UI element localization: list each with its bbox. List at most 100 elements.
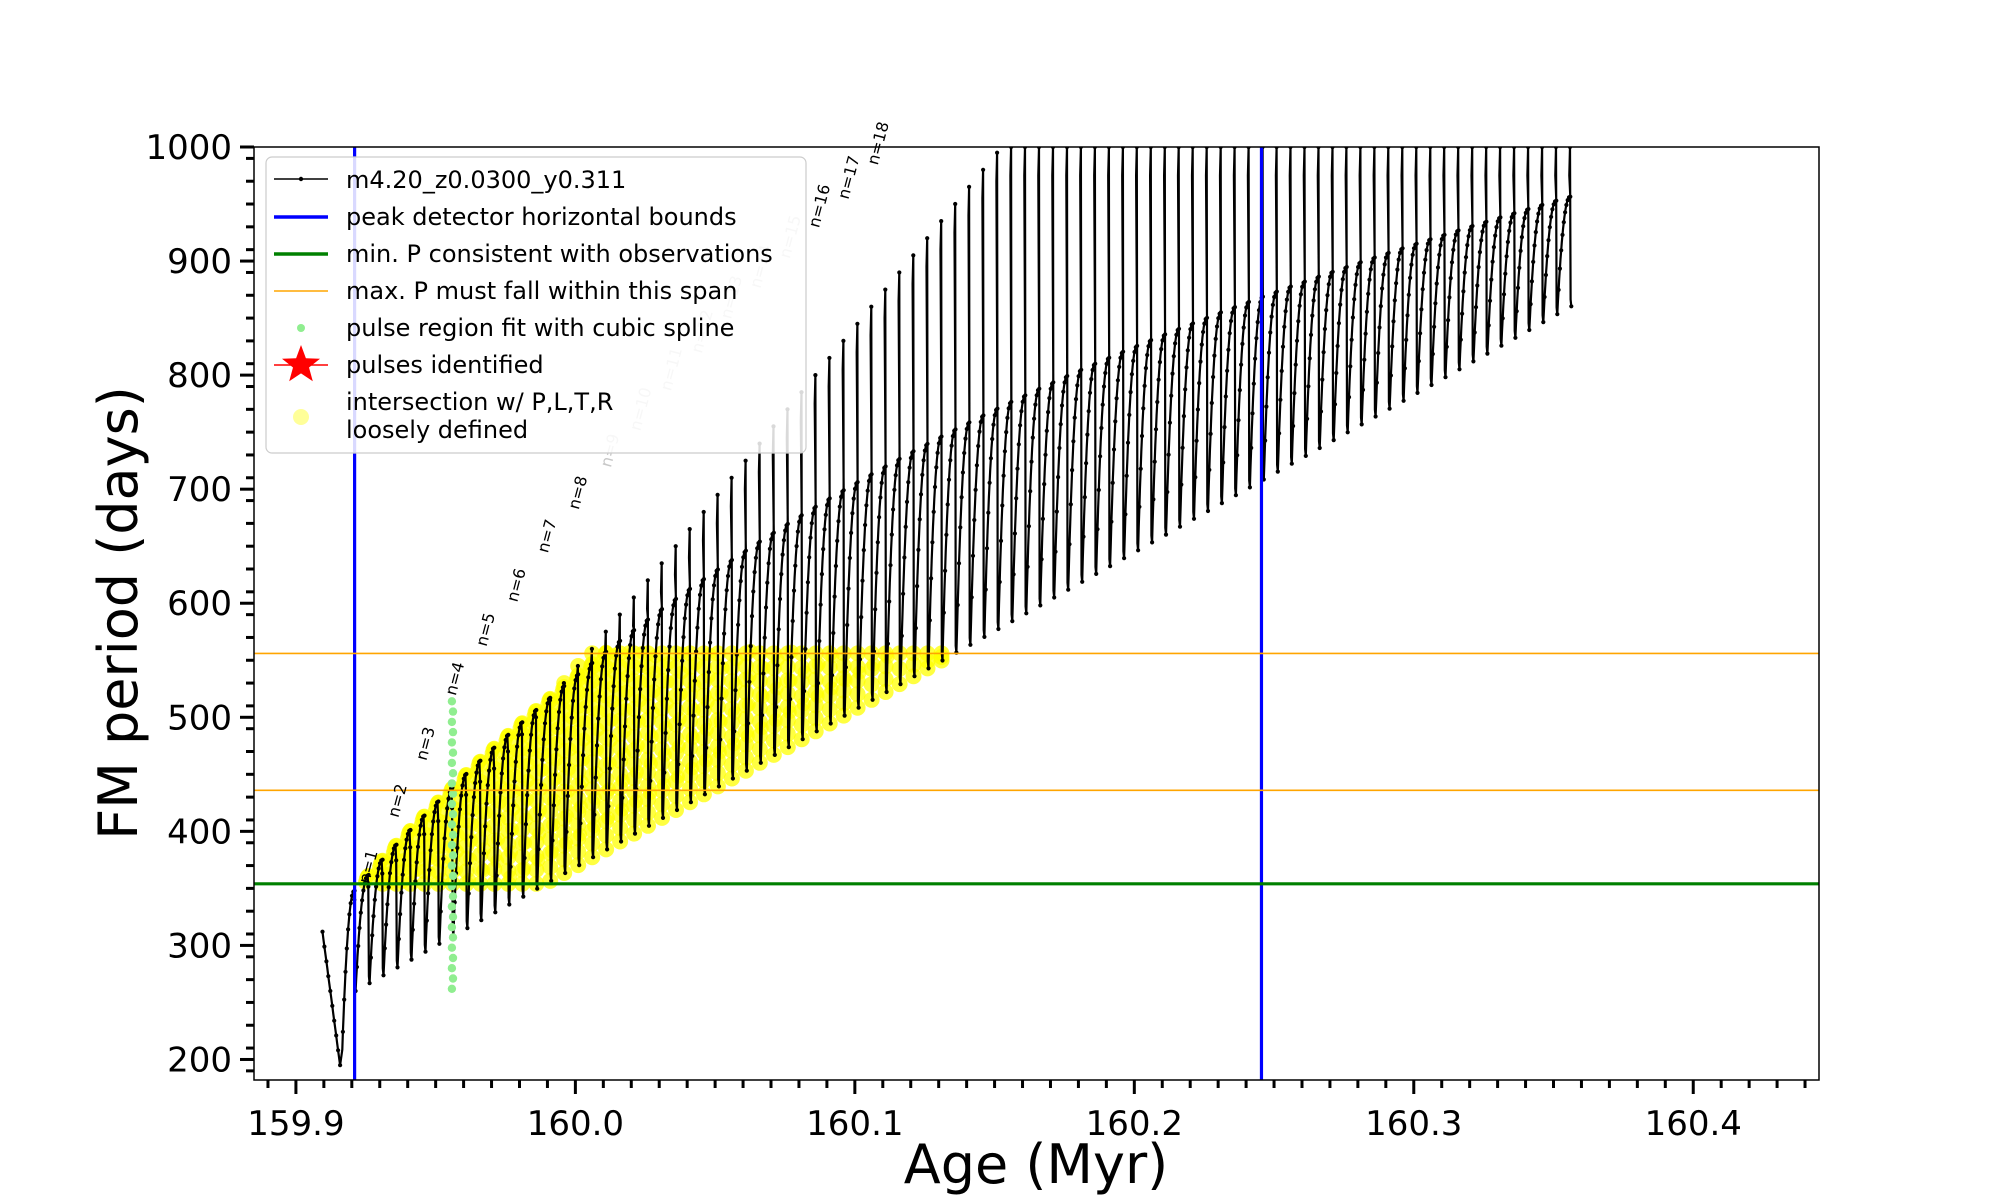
track-point <box>1400 246 1405 251</box>
spline-point <box>447 758 457 768</box>
track-point <box>1345 430 1350 435</box>
track-point <box>687 586 693 592</box>
track-point <box>953 427 958 432</box>
track-point <box>1026 524 1031 529</box>
track-point <box>382 946 387 951</box>
track-point <box>1559 248 1564 253</box>
track-point <box>1094 571 1099 577</box>
track-point <box>871 649 877 654</box>
track-point <box>1101 384 1107 389</box>
track-point <box>1473 305 1479 310</box>
track-point <box>855 480 860 485</box>
track-point <box>1425 241 1430 246</box>
track-point <box>723 607 728 612</box>
track-point <box>1132 349 1137 355</box>
track-point <box>1307 356 1312 361</box>
track-point <box>443 819 448 824</box>
track-point <box>445 806 450 811</box>
track-point <box>720 661 725 666</box>
track-point <box>446 796 451 801</box>
track-point <box>766 561 771 566</box>
track-point <box>732 729 737 734</box>
track-point <box>733 688 738 693</box>
track-point <box>918 492 924 497</box>
track-point <box>360 898 365 903</box>
track-point <box>1213 336 1218 341</box>
track-point <box>1452 238 1457 243</box>
track-point <box>424 918 429 923</box>
track-point <box>1010 619 1015 624</box>
track-point <box>1335 343 1340 349</box>
track-point <box>1429 382 1434 388</box>
track-point <box>706 670 711 675</box>
track-point <box>865 488 870 493</box>
track-point <box>374 884 379 889</box>
track-point <box>899 633 904 639</box>
track-point <box>1547 225 1552 230</box>
track-point <box>769 537 774 542</box>
track-point <box>1249 445 1254 450</box>
track-point <box>934 465 939 470</box>
track-point <box>715 492 720 497</box>
track-point <box>1568 194 1573 199</box>
track-point <box>1066 587 1071 592</box>
track-point <box>1095 527 1100 532</box>
track-point <box>1442 232 1447 237</box>
track-point <box>1155 399 1160 405</box>
track-point <box>523 822 529 827</box>
track-point <box>1332 402 1338 407</box>
track-point <box>1246 299 1251 304</box>
track-point <box>946 477 952 482</box>
track-point <box>635 748 640 753</box>
track-point <box>370 933 375 938</box>
track-point <box>667 644 672 649</box>
track-point <box>460 783 465 788</box>
track-point <box>949 443 954 448</box>
track-point <box>1117 364 1122 369</box>
track-point <box>1423 257 1428 262</box>
track-point <box>1342 269 1347 275</box>
track-point <box>939 219 944 224</box>
track-point <box>897 270 902 275</box>
track-point <box>1044 428 1049 433</box>
track-point <box>822 527 827 532</box>
track-point <box>1560 232 1565 237</box>
track-point <box>1174 332 1179 337</box>
track-point <box>771 530 776 535</box>
track-point <box>556 709 562 715</box>
track-point <box>815 681 821 686</box>
track-point <box>967 184 972 189</box>
spline-point <box>447 840 457 850</box>
track-point <box>344 946 349 951</box>
track-point <box>727 564 732 569</box>
track-point <box>1198 359 1203 364</box>
track-point <box>1033 402 1038 407</box>
track-point <box>456 824 461 829</box>
track-point <box>981 167 986 172</box>
track-point <box>1334 370 1339 376</box>
track-point <box>1303 453 1308 458</box>
track-point <box>981 413 986 418</box>
track-point <box>555 726 560 731</box>
track-point <box>990 436 995 442</box>
track-point <box>1184 365 1189 370</box>
track-point <box>1163 332 1168 337</box>
track-point <box>645 617 651 622</box>
track-point <box>338 1063 343 1068</box>
track-point <box>648 778 653 784</box>
track-point <box>542 721 548 726</box>
track-point <box>517 725 522 730</box>
track-point <box>426 891 431 896</box>
track-point <box>612 666 618 671</box>
track-point <box>465 926 470 931</box>
track-point <box>945 502 950 507</box>
track-point <box>1291 423 1296 429</box>
track-point <box>678 687 684 692</box>
track-point <box>1208 431 1213 436</box>
track-point <box>567 762 572 768</box>
track-point <box>640 645 645 651</box>
x-tick-label: 160.3 <box>1365 1104 1462 1144</box>
track-point <box>519 732 525 737</box>
track-point <box>1194 438 1199 443</box>
track-point <box>569 715 574 720</box>
